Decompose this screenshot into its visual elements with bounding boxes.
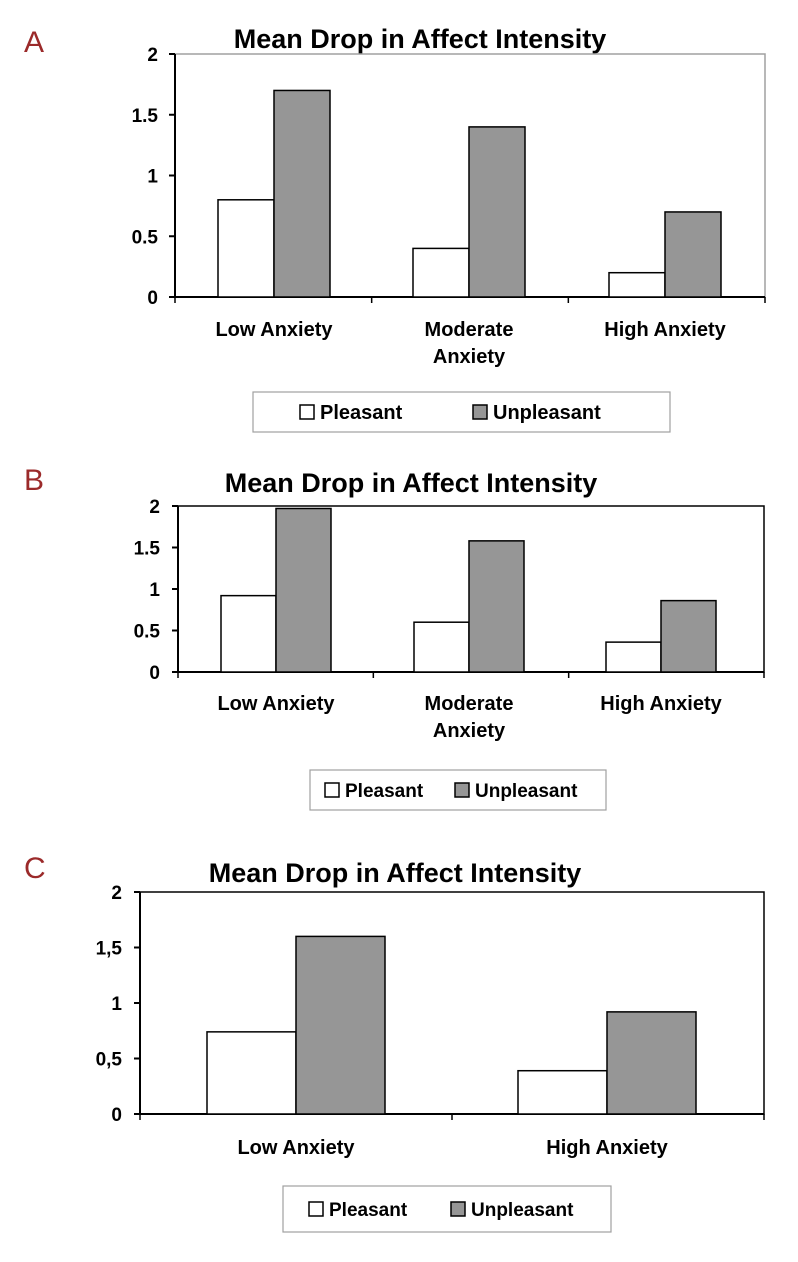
legend-label: Unpleasant xyxy=(475,781,578,802)
bar-pleasant-2 xyxy=(605,641,662,673)
legend-swatch-pleasant xyxy=(324,782,340,798)
y-tick-label: 1.5 xyxy=(134,539,161,560)
y-tick-label: 1.5 xyxy=(132,106,159,127)
legend-swatch-unpleasant xyxy=(454,782,470,798)
bar-unpleasant-1 xyxy=(606,1011,697,1115)
y-tick-label: 2 xyxy=(147,45,158,66)
bar-pleasant-1 xyxy=(413,621,470,673)
bar-unpleasant-1 xyxy=(468,126,526,298)
panel-label: C xyxy=(24,852,46,885)
bar-pleasant-0 xyxy=(206,1031,297,1115)
legend-label: Pleasant xyxy=(329,1200,408,1221)
x-category-label: High Anxiety xyxy=(546,1137,668,1159)
y-tick-label: 1,5 xyxy=(96,939,123,960)
bar-pleasant-1 xyxy=(412,247,470,298)
y-tick-label: 0.5 xyxy=(132,227,159,248)
legend-label: Pleasant xyxy=(345,781,424,802)
chart-title: Mean Drop in Affect Intensity xyxy=(225,468,598,498)
legend-swatch-pleasant xyxy=(308,1201,324,1217)
x-category-label: Low Anxiety xyxy=(215,319,333,341)
x-category-label: Anxiety xyxy=(433,346,506,368)
bar-unpleasant-0 xyxy=(295,935,386,1115)
bar-unpleasant-0 xyxy=(275,507,332,673)
bar-pleasant-0 xyxy=(220,594,277,673)
chart-panel-a: A Mean Drop in Affect Intensity 0 0.5 1 1.5 2 L… xyxy=(24,24,766,433)
legend-box xyxy=(282,1185,612,1233)
legend-label: Pleasant xyxy=(320,402,403,424)
legend-label: Unpleasant xyxy=(493,402,601,424)
legend-box xyxy=(252,391,671,433)
panel-label: B xyxy=(24,464,44,497)
bar-unpleasant-1 xyxy=(468,540,525,673)
y-tick-label: 0 xyxy=(147,288,158,309)
y-tick-label: 1 xyxy=(111,994,122,1015)
x-category-label: High Anxiety xyxy=(600,693,722,715)
bar-pleasant-2 xyxy=(608,271,666,298)
chart-panel-c: C Mean Drop in Affect Intensity 0 0,5 1 1,5 2 L… xyxy=(24,852,765,1233)
y-tick-label: 0 xyxy=(111,1105,122,1126)
y-tick-label: 1 xyxy=(147,167,158,188)
chart-panel-b: B Mean Drop in Affect Intensity 0 0.5 1 1.5 2 L… xyxy=(24,464,765,811)
legend-swatch-unpleasant xyxy=(450,1201,466,1217)
bar-unpleasant-2 xyxy=(664,211,722,298)
chart-title: Mean Drop in Affect Intensity xyxy=(234,24,607,54)
legend-label: Unpleasant xyxy=(471,1200,574,1221)
x-category-label: Low Anxiety xyxy=(217,693,335,715)
y-tick-label: 2 xyxy=(111,883,122,904)
x-category-label: Anxiety xyxy=(433,720,506,742)
bar-pleasant-0 xyxy=(217,199,275,298)
y-tick-label: 0,5 xyxy=(96,1050,123,1071)
x-category-label: Moderate xyxy=(425,693,514,715)
y-tick-label: 0 xyxy=(149,663,160,684)
y-tick-label: 2 xyxy=(149,497,160,518)
x-category-label: High Anxiety xyxy=(604,319,726,341)
legend-swatch-unpleasant xyxy=(472,404,488,420)
y-tick-label: 0.5 xyxy=(134,622,161,643)
x-category-label: Low Anxiety xyxy=(237,1137,355,1159)
y-tick-label: 1 xyxy=(149,580,160,601)
bar-pleasant-1 xyxy=(517,1069,608,1115)
x-category-label: Moderate xyxy=(425,319,514,341)
legend-swatch-pleasant xyxy=(299,404,315,420)
bar-unpleasant-2 xyxy=(660,599,717,673)
chart-title: Mean Drop in Affect Intensity xyxy=(209,858,582,888)
bar-unpleasant-0 xyxy=(273,89,331,298)
panel-label: A xyxy=(24,26,44,59)
